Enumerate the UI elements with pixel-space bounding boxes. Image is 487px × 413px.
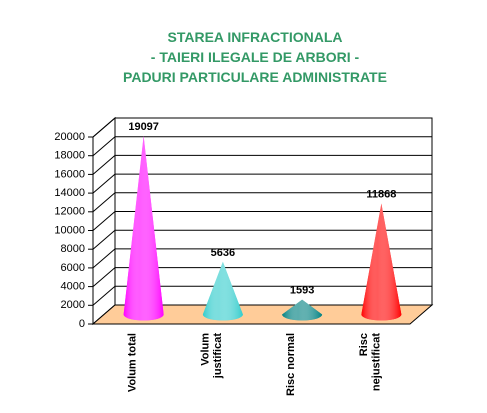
y-tick-label: 18000 [54, 150, 85, 162]
grid-line [92, 267, 116, 287]
y-tick-label: 20000 [54, 131, 85, 143]
y-tick-label: 16000 [54, 168, 85, 180]
y-tick-label: 12000 [54, 206, 85, 218]
chart-title: STAREA INFRACTIONALA [168, 29, 343, 45]
grid-line [92, 136, 116, 157]
x-tick-label: Volum total [127, 333, 139, 392]
value-label: 5636 [211, 247, 235, 259]
cone-shade [282, 299, 323, 321]
x-tick-label: Volumjustificat [199, 333, 224, 380]
y-tick-label: 10000 [54, 224, 85, 236]
y-tick-label: 6000 [61, 262, 85, 274]
grid-line [92, 155, 116, 175]
floor [91, 304, 434, 325]
y-tick-label: 2000 [61, 299, 85, 311]
grid-line [92, 211, 116, 231]
grid-line [92, 173, 116, 194]
grid-line [92, 117, 116, 138]
x-tick-label: Riscnejustificat [358, 333, 383, 391]
chart-title: - TAIERI ILEGALE DE ARBORI - [151, 49, 360, 65]
cone-shade [202, 261, 243, 321]
x-tick-label: Risc normal [285, 333, 297, 396]
y-tick-label: 4000 [61, 281, 85, 293]
y-tick-label: 0 [79, 318, 85, 330]
y-tick-label: 14000 [54, 187, 85, 199]
cone-shade [361, 203, 402, 321]
grid-line [92, 248, 116, 269]
grid-line [92, 192, 116, 213]
value-label: 19097 [128, 121, 159, 133]
value-label: 1593 [290, 285, 314, 297]
cone-shade [123, 135, 164, 321]
y-tick-label: 8000 [61, 243, 85, 255]
value-label: 11868 [366, 189, 396, 201]
grid-line [92, 285, 116, 306]
grid-line [92, 229, 116, 250]
chart-title: PADURI PARTICULARE ADMINISTRATE [123, 69, 387, 85]
